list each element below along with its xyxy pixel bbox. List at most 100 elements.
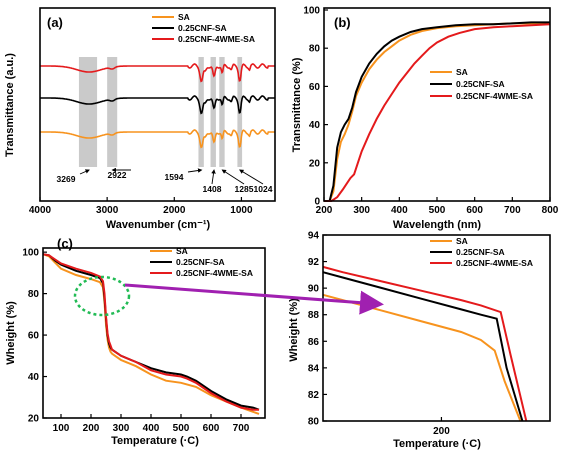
panel-c-label: (c) <box>57 236 73 251</box>
y-tick-label: 60 <box>309 82 321 93</box>
y-tick-label: 40 <box>309 120 321 131</box>
peak-band <box>107 57 118 167</box>
x-tick-label: 600 <box>466 205 483 216</box>
series-line-0.25CNF-SA <box>322 271 524 422</box>
panel-a: (a) SA0.25CNF-SA0.25CNF-4WME-SA 4000 3000… <box>4 7 276 231</box>
series-line-SA <box>324 22 550 202</box>
panel-c-legend: SA0.25CNF-SA0.25CNF-4WME-SA <box>150 246 253 278</box>
x-tick-label: 4000 <box>29 205 52 216</box>
panel-a-xlabel: Wavenumber (cm⁻¹) <box>106 219 211 231</box>
peak-label: 1285 <box>235 184 254 194</box>
x-tick-label: 100 <box>53 423 70 434</box>
panel-b: (b) SA0.25CNF-SA0.25CNF-4WME-SA 200 300 40… <box>291 6 559 232</box>
x-tick-label: 300 <box>353 205 370 216</box>
y-tick-label: 94 <box>308 231 320 242</box>
highlight-circle <box>73 275 131 317</box>
legend-entry: SA <box>178 12 190 22</box>
panel-b-label: (b) <box>334 15 351 30</box>
y-tick-label: 0 <box>314 197 320 208</box>
y-tick-label: 20 <box>309 158 321 169</box>
x-tick-label: 200 <box>83 423 100 434</box>
panel-a-ylabel: Transmittance (a.u.) <box>4 53 16 157</box>
y-tick-label: 80 <box>28 289 40 300</box>
legend-entry: 0.25CNF-4WME-SA <box>456 91 533 101</box>
legend-entry: 0.25CNF-SA <box>456 79 505 89</box>
peak-band <box>210 57 216 167</box>
x-tick-label: 700 <box>504 205 521 216</box>
y-tick-label: 88 <box>308 310 320 321</box>
panel-a-frame <box>39 7 276 202</box>
x-tick-label: 300 <box>113 423 130 434</box>
peak-label: 3269 <box>57 174 76 184</box>
series-line-0.25CNF-4WME-SA <box>324 23 551 202</box>
legend-entry: SA <box>456 236 468 246</box>
x-tick-label: 200 <box>316 205 333 216</box>
panel-c-ylabel: Wheight (%) <box>5 301 17 365</box>
x-tick-label: 400 <box>391 205 408 216</box>
peak-arrow <box>187 168 203 173</box>
y-tick-label: 90 <box>308 284 320 295</box>
x-tick-label: 800 <box>542 205 559 216</box>
y-tick-label: 84 <box>308 363 320 374</box>
x-tick-label: 2000 <box>163 205 186 216</box>
x-tick-label: 1000 <box>230 205 253 216</box>
peak-arrow <box>79 169 90 175</box>
series-line-0.25CNF-SA <box>324 21 550 202</box>
x-tick-label: 400 <box>143 423 160 434</box>
y-tick-label: 86 <box>308 337 320 348</box>
x-tick-label: 500 <box>429 205 446 216</box>
x-tick-label: 3000 <box>96 205 119 216</box>
peak-label: 1594 <box>165 172 184 182</box>
panel-b-ylabel: Transmittance (%) <box>291 57 303 152</box>
panel-a-legend: SA0.25CNF-SA0.25CNF-4WME-SA <box>152 12 255 44</box>
series-line-SA <box>42 253 260 415</box>
peak-arrow <box>221 169 245 185</box>
series-line-SA <box>322 293 522 422</box>
panel-b-frame <box>323 7 551 202</box>
panel-zoom-ylabel: Wheight (%) <box>288 298 300 362</box>
y-tick-label: 80 <box>309 44 321 55</box>
panel-b-xlabel: Wavelength (nm) <box>393 219 482 231</box>
y-tick-label: 80 <box>308 417 320 428</box>
panel-zoom: SA0.25CNF-SA0.25CNF-4WME-SA 200 80 82 84 86 8… <box>288 231 551 450</box>
series-line-0.25CNF-4WME-SA <box>40 63 275 83</box>
panel-c-xlabel: Temperature (·C) <box>111 435 199 447</box>
y-tick-label: 100 <box>303 6 320 17</box>
y-tick-label: 40 <box>28 372 40 383</box>
x-tick-label: 700 <box>233 423 250 434</box>
y-tick-label: 20 <box>28 414 40 425</box>
x-tick-label: 200 <box>433 426 450 437</box>
y-tick-label: 82 <box>308 390 320 401</box>
legend-entry: 0.25CNF-4WME-SA <box>178 34 255 44</box>
peak-label: 1408 <box>203 184 222 194</box>
peak-arrow <box>211 169 216 185</box>
series-line-0.25CNF-4WME-SA <box>322 265 528 422</box>
legend-entry: SA <box>456 67 468 77</box>
legend-entry: 0.25CNF-4WME-SA <box>456 258 533 268</box>
panel-zoom-legend: SA0.25CNF-SA0.25CNF-4WME-SA <box>430 236 533 268</box>
series-line-SA <box>40 129 275 149</box>
y-tick-label: 60 <box>28 331 40 342</box>
peak-band <box>219 57 225 167</box>
panel-c-frame <box>42 247 266 419</box>
panel-zoom-frame <box>322 234 551 422</box>
panel-zoom-xlabel: Temperature (·C) <box>393 438 481 450</box>
legend-entry: SA <box>176 246 188 256</box>
y-tick-label: 100 <box>22 248 39 259</box>
peak-label: 2922 <box>108 170 127 180</box>
peak-arrow <box>239 169 264 185</box>
series-line-0.25CNF-4WME-SA <box>42 253 259 411</box>
legend-entry: 0.25CNF-SA <box>176 257 225 267</box>
legend-entry: 0.25CNF-SA <box>178 23 227 33</box>
zoom-arrow <box>124 283 384 315</box>
y-tick-label: 92 <box>308 257 320 268</box>
series-line-0.25CNF-SA <box>40 95 275 115</box>
x-tick-label: 500 <box>173 423 190 434</box>
peak-label: 1024 <box>254 184 273 194</box>
peak-band <box>78 57 98 167</box>
legend-entry: 0.25CNF-4WME-SA <box>176 268 253 278</box>
legend-entry: 0.25CNF-SA <box>456 247 505 257</box>
panel-c: (c) SA0.25CNF-SA0.25CNF-4WME-SA 100 200 30… <box>5 236 266 447</box>
panel-b-legend: SA 0.25CNF-SA 0.25CNF-4WME-SA <box>430 67 533 101</box>
